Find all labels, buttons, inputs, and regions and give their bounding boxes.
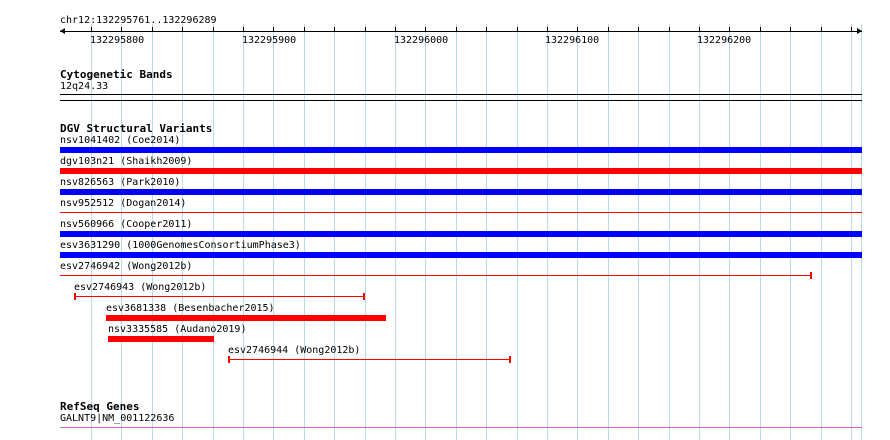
cytoband-track-title: Cytogenetic Bands xyxy=(60,68,173,81)
variant-bar-esv3631290[interactable] xyxy=(60,252,862,258)
variant-bar-nsv952512[interactable] xyxy=(60,212,862,213)
variant-label: nsv3335585 (Audano2019) xyxy=(108,324,247,335)
cytoband-bar-bottom[interactable] xyxy=(60,100,862,101)
variant-label: nsv1041402 (Coe2014) xyxy=(60,135,181,146)
variant-label: esv2746942 (Wong2012b) xyxy=(60,261,193,272)
variant-label: esv3681338 (Besenbacher2015) xyxy=(106,303,275,314)
gene-intron-line[interactable] xyxy=(60,427,862,428)
dgv-track-title: DGV Structural Variants xyxy=(60,122,213,135)
variant-bar-esv2746943[interactable] xyxy=(74,296,364,297)
cytoband-bar-top[interactable] xyxy=(60,94,862,95)
variant-label: esv2746943 (Wong2012b) xyxy=(74,282,207,293)
region-label: chr12:132295761..132296289 xyxy=(60,15,217,26)
ruler[interactable] xyxy=(60,28,862,43)
gene-label: GALNT9|NM_001122636 xyxy=(60,413,175,424)
variant-bar-esv2746944[interactable] xyxy=(228,359,510,360)
variant-bar-esv2746942[interactable] xyxy=(60,275,811,276)
variant-bar-nsv560966[interactable] xyxy=(60,231,862,237)
variant-end-cap xyxy=(363,293,365,300)
variant-label: nsv560966 (Cooper2011) xyxy=(60,219,193,230)
ruler-right-arrow xyxy=(857,28,862,34)
ruler-axis xyxy=(60,31,862,32)
tick-label: 132295900 xyxy=(242,35,297,46)
variant-bar-nsv826563[interactable] xyxy=(60,189,862,195)
variant-bar-nsv3335585[interactable] xyxy=(108,336,214,342)
variant-label: esv3631290 (1000GenomesConsortiumPhase3) xyxy=(60,240,301,251)
variant-end-cap xyxy=(810,272,812,279)
refseq-track-title: RefSeq Genes xyxy=(60,400,140,413)
ruler-left-arrow xyxy=(60,28,65,34)
variant-bar-esv3681338[interactable] xyxy=(106,315,386,321)
variant-label: dgv103n21 (Shaikh2009) xyxy=(60,156,193,167)
tick-label: 132296200 xyxy=(697,35,752,46)
cytoband-label: 12q24.33 xyxy=(60,81,109,92)
variant-label: esv2746944 (Wong2012b) xyxy=(228,345,361,356)
variant-label: nsv952512 (Dogan2014) xyxy=(60,198,187,209)
variant-bar-dgv103n21[interactable] xyxy=(60,168,862,174)
tick-label: 132295800 xyxy=(90,35,145,46)
tick-label: 132296000 xyxy=(394,35,449,46)
variant-bar-nsv1041402[interactable] xyxy=(60,147,862,153)
variant-label: nsv826563 (Park2010) xyxy=(60,177,181,188)
tick-label: 132296100 xyxy=(545,35,600,46)
variant-end-cap xyxy=(509,356,511,363)
